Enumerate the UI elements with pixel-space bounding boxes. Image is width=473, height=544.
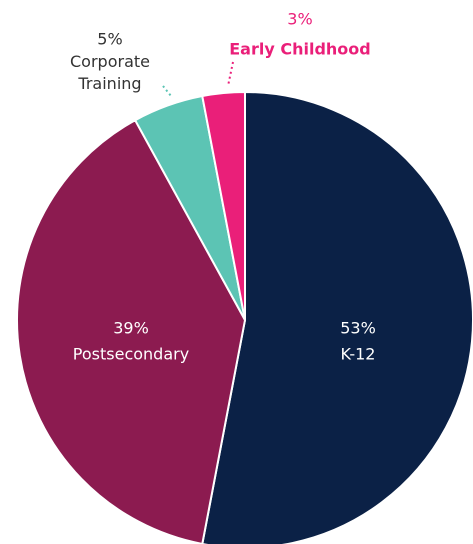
pie-slice (201, 90, 473, 544)
leader-line (162, 85, 172, 97)
value-label: 5% (97, 30, 122, 49)
pie-slice (16, 118, 247, 544)
category-label: Early Childhood (229, 40, 370, 59)
category-label: Postsecondary (73, 345, 189, 364)
value-label: 39% (113, 319, 149, 338)
leader-line (227, 61, 234, 87)
pie-slice (201, 90, 246, 321)
value-label: 3% (287, 10, 312, 29)
category-label: K-12 (341, 345, 376, 364)
category-label: Corporate Training (70, 52, 150, 93)
value-label: 53% (340, 319, 376, 338)
